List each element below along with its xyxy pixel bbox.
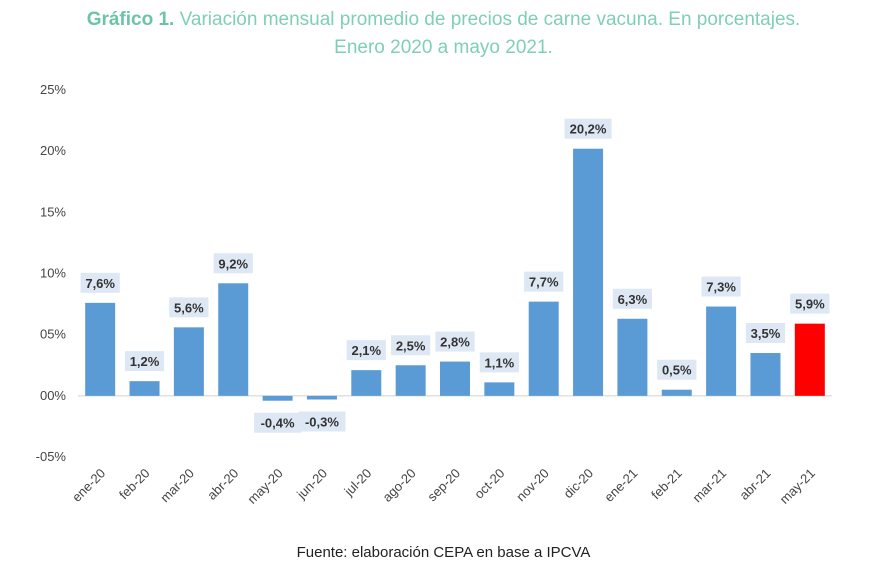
x-tick-label-nov-20: nov-20	[513, 466, 552, 505]
x-tick-label-dic-20: dic-20	[561, 466, 597, 502]
data-label-box	[657, 359, 697, 380]
y-tick-label: 25%	[40, 82, 66, 97]
x-tick-label-may-21: may-21	[777, 466, 818, 507]
x-tick-label-ago-20: ago-20	[380, 466, 419, 505]
data-label-box	[524, 271, 564, 292]
data-label-may-21: 5,9%	[795, 297, 825, 312]
data-label-box	[435, 331, 475, 352]
x-tick-label-ene-21: ene-21	[601, 466, 640, 505]
data-label-abr-21: 3,5%	[751, 326, 781, 341]
bar-feb-21	[661, 389, 692, 396]
bar-ene-20	[85, 302, 116, 396]
data-label-box	[612, 288, 653, 309]
data-labels: 7,6% 1,2% 5,6% 9,2% -0,4% -0,3% 2,1% 2,5% 2,8% 1,…	[80, 118, 830, 433]
bars	[85, 148, 825, 401]
bar-ene-21	[617, 318, 648, 396]
data-label-ene-20: 7,6%	[85, 276, 115, 291]
data-label-dic-20: 20,2%	[570, 122, 607, 137]
data-label-box	[790, 293, 830, 314]
bar-jul-20	[351, 370, 382, 396]
x-tick-label-abr-20: abr-20	[204, 466, 241, 503]
y-tick-label: 15%	[40, 204, 66, 219]
data-label-nov-20: 7,7%	[529, 275, 559, 290]
data-label-jul-20: 2,1%	[351, 343, 381, 358]
data-label-box	[298, 411, 346, 432]
x-tick-label-feb-20: feb-20	[116, 466, 153, 503]
data-label-box	[124, 351, 165, 372]
bar-mar-21	[706, 306, 737, 396]
data-label-box	[745, 323, 786, 344]
bar-may-20	[262, 395, 293, 401]
data-label-ene-21: 6,3%	[618, 292, 648, 307]
x-tick-label-jul-20: jul-20	[341, 466, 375, 500]
y-tick-label: 10%	[40, 266, 66, 281]
data-label-box	[564, 118, 612, 139]
data-label-box	[254, 412, 302, 433]
data-label-ago-20: 2,5%	[396, 338, 426, 353]
data-label-mar-21: 7,3%	[706, 280, 736, 295]
chart-title-line2: Enero 2020 a mayo 2021.	[334, 37, 553, 58]
bar-abr-20	[218, 283, 249, 396]
x-tick-label-may-20: may-20	[244, 466, 285, 507]
bar-jun-20	[306, 395, 337, 400]
x-tick-label-jun-20: jun-20	[293, 466, 330, 503]
bar-oct-20	[484, 382, 515, 396]
bar-abr-21	[750, 353, 781, 396]
y-axis: -05% 00% 05% 10% 15% 20% 25%	[36, 82, 832, 464]
data-label-feb-20: 1,2%	[130, 354, 160, 369]
source-note: Fuente: elaboración CEPA en base a IPCVA	[296, 544, 591, 561]
x-tick-label-feb-21: feb-21	[648, 466, 685, 503]
y-tick-label: -05%	[36, 449, 67, 464]
bar-sep-20	[440, 361, 470, 396]
data-label-sep-20: 2,8%	[440, 335, 470, 350]
data-label-abr-20: 9,2%	[218, 256, 248, 271]
bar-feb-20	[129, 381, 160, 396]
data-label-oct-20: 1,1%	[485, 355, 515, 370]
data-label-box	[479, 352, 519, 373]
x-tick-label-abr-21: abr-21	[736, 466, 773, 503]
data-label-mar-20: 5,6%	[174, 300, 204, 315]
data-label-may-20: -0,4%	[261, 416, 295, 431]
bar-mar-20	[173, 327, 204, 396]
bar-may-21	[794, 323, 825, 396]
chart-title-lead: Gráfico 1.	[86, 9, 175, 30]
x-tick-label-ene-20: ene-20	[69, 466, 108, 505]
bar-nov-20	[528, 301, 559, 396]
data-label-box	[213, 253, 253, 274]
chart-title-text: Variación mensual promedio de precios de…	[174, 9, 801, 30]
data-label-box	[169, 297, 209, 318]
x-tick-label-oct-20: oct-20	[471, 466, 507, 502]
data-label-box	[80, 272, 120, 293]
chart-title-line1: Gráfico 1. Variación mensual promedio de…	[0, 6, 887, 34]
x-tick-label-mar-21: mar-21	[690, 466, 730, 506]
x-axis: ene-20 feb-20 mar-20 abr-20 may-20 jun-20 jul-…	[69, 466, 818, 507]
x-tick-label-sep-20: sep-20	[424, 466, 463, 505]
y-tick-label: 05%	[40, 327, 66, 342]
data-label-box	[701, 276, 741, 297]
y-tick-label: 20%	[40, 143, 66, 158]
x-tick-label-mar-20: mar-20	[157, 466, 197, 506]
y-tick-label: 00%	[40, 388, 66, 403]
data-label-jun-20: -0,3%	[305, 415, 339, 430]
bar-ago-20	[395, 365, 426, 396]
data-label-box	[346, 340, 386, 361]
data-label-feb-21: 0,5%	[662, 363, 692, 378]
bar-dic-20	[573, 148, 604, 396]
data-label-box	[391, 335, 431, 356]
